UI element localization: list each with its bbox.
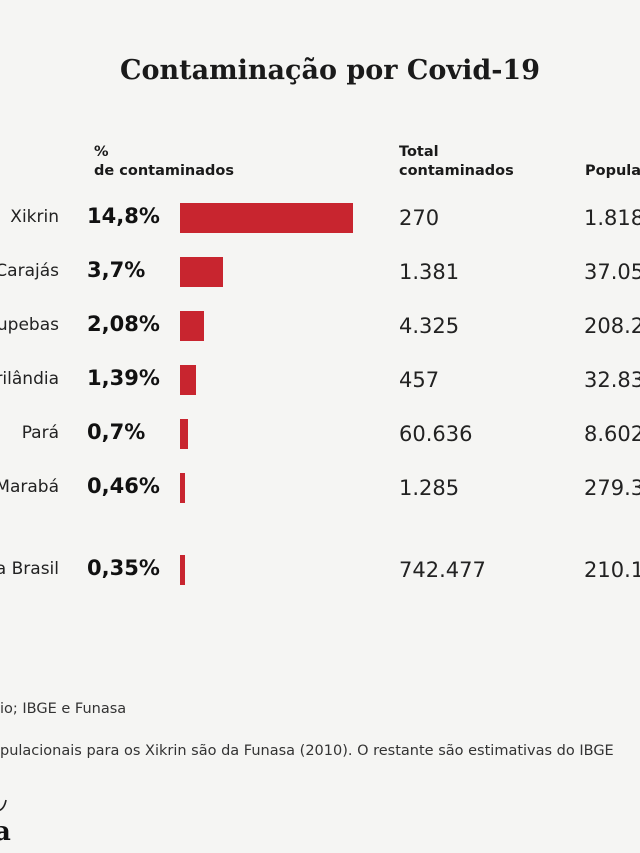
population: 208.2: [584, 314, 640, 338]
percent-value: 14,8%: [87, 204, 160, 228]
bar: [180, 311, 204, 341]
population: 8.602: [584, 422, 640, 446]
bar: [180, 419, 188, 449]
percent-value: 3,7%: [87, 258, 146, 282]
row-label: upebas: [0, 315, 59, 335]
row-label: Pará: [21, 423, 59, 443]
column-header-total-line1: Total: [399, 144, 439, 160]
total-contaminated: 270: [399, 206, 440, 230]
source-note: io; IBGE e Funasa: [0, 701, 127, 717]
percent-value: 1,39%: [87, 366, 160, 390]
population: 32.83: [584, 368, 640, 392]
column-header-total-line2: contaminados: [399, 163, 514, 179]
footnote: pulacionais para os Xikrin são da Funasa…: [0, 743, 614, 759]
total-contaminated: 457: [399, 368, 440, 392]
row-label: rilândia: [0, 369, 59, 389]
column-header-percent-line1: %: [94, 144, 109, 160]
row-label: a Brasil: [0, 559, 59, 579]
bar: [180, 473, 185, 503]
column-header-population: Popula: [585, 163, 640, 179]
percent-value: 2,08%: [87, 312, 160, 336]
column-header-percent-line2: de contaminados: [94, 163, 235, 179]
chart-title: Contaminação por Covid-19: [119, 55, 540, 86]
row-label: Carajás: [0, 261, 59, 281]
total-contaminated: 742.477: [399, 558, 486, 582]
row-label: Xikrin: [10, 207, 59, 227]
percent-value: 0,7%: [87, 420, 146, 444]
total-contaminated: 1.285: [399, 476, 460, 500]
bar: [180, 203, 353, 233]
percent-value: 0,46%: [87, 474, 160, 498]
bar: [180, 555, 185, 585]
population: 279.3: [584, 476, 640, 500]
column-header-total: Total contaminados: [399, 143, 514, 181]
logo: a: [0, 797, 14, 847]
population: 1.818: [584, 206, 640, 230]
row-label: Marabá: [0, 477, 59, 497]
column-header-percent: % de contaminados: [94, 143, 234, 181]
population: 210.1: [584, 558, 640, 582]
percent-value: 0,35%: [87, 556, 160, 580]
bar: [180, 257, 223, 287]
total-contaminated: 60.636: [399, 422, 473, 446]
total-contaminated: 1.381: [399, 260, 460, 284]
logo-mark-icon: [0, 799, 7, 812]
logo-text: a: [0, 817, 11, 847]
bar: [180, 365, 196, 395]
total-contaminated: 4.325: [399, 314, 460, 338]
population: 37.05: [584, 260, 640, 284]
